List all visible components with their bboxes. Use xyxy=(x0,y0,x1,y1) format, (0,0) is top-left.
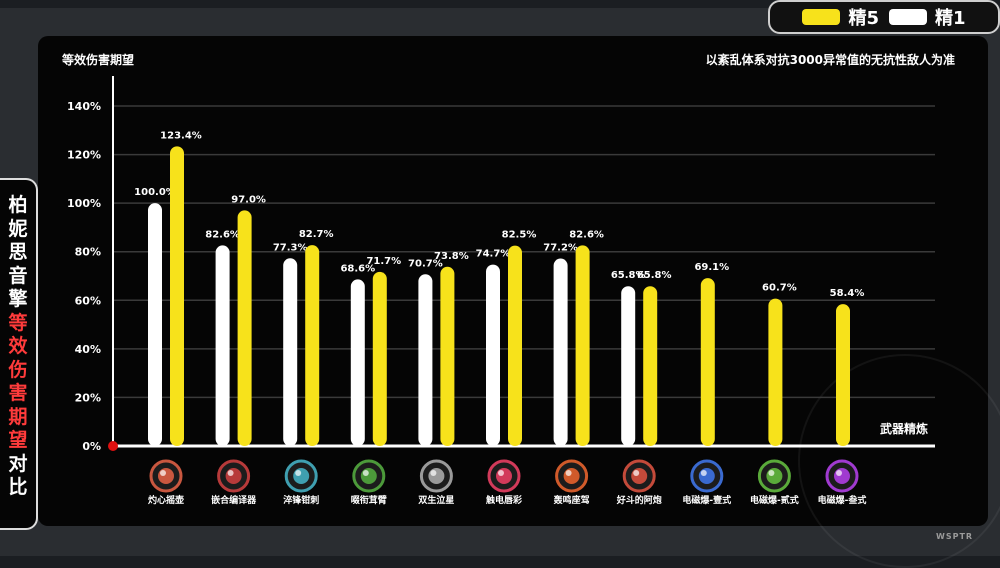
data-label-refine-1: 70.7% xyxy=(408,258,443,269)
bar-refine-5 xyxy=(768,298,783,446)
origin-dot xyxy=(108,441,118,451)
twin-star-icon xyxy=(419,459,453,493)
bar-refine-1 xyxy=(621,286,636,446)
x-tick-label: 双生泣星 xyxy=(418,494,454,506)
bar-refine-5 xyxy=(700,278,715,446)
emp-3-icon xyxy=(825,459,859,493)
bar-refine-5 xyxy=(440,266,455,446)
legend-label: 精1 xyxy=(935,8,966,29)
side-title-segment: 柏妮思音擎 xyxy=(8,194,28,310)
data-label-refine-5: 82.6% xyxy=(569,229,604,240)
emp-1-icon xyxy=(690,459,724,493)
bar-refine-5 xyxy=(237,210,252,446)
compiler-icon xyxy=(217,459,251,493)
side-title-segment: 对比 xyxy=(8,452,28,499)
legend-item: 精5 xyxy=(802,4,879,30)
data-label-refine-1: 100.0% xyxy=(134,187,176,198)
y-tick-label: 140% xyxy=(67,100,101,113)
brand-mark: WSPTR xyxy=(936,532,974,541)
data-label-refine-5: 58.4% xyxy=(830,288,865,299)
data-label-refine-5: 82.7% xyxy=(299,229,334,240)
bar-refine-1 xyxy=(215,245,230,446)
y-tick-label: 60% xyxy=(75,294,101,307)
data-label-refine-1: 68.6% xyxy=(340,263,375,274)
lipstick-icon xyxy=(487,459,521,493)
bar-refine-5 xyxy=(508,245,522,446)
y-tick-label: 40% xyxy=(75,343,101,356)
bar-refine-5 xyxy=(575,245,590,446)
data-label-refine-5: 60.7% xyxy=(762,283,797,294)
cannon-icon xyxy=(622,459,656,493)
bar-refine-1 xyxy=(553,258,568,446)
x-tick-label: 灼心摇壶 xyxy=(148,494,184,506)
legend-item: 精1 xyxy=(889,4,966,30)
bar-refine-5 xyxy=(836,304,850,446)
x-axis-title: 武器精炼 xyxy=(880,421,928,436)
data-label-refine-5: 71.7% xyxy=(366,256,401,267)
side-title-segment: 等效伤害期望 xyxy=(8,311,28,452)
y-tick-label: 120% xyxy=(67,149,101,162)
bar-refine-1 xyxy=(283,258,298,446)
bar-chart: 0% 20% 40% 60% 80% 100% 120% 140% 等效伤害期望 以紊乱体系对抗3… xyxy=(61,52,955,506)
data-label-refine-1: 77.2% xyxy=(543,243,578,254)
y-tick-label: 0% xyxy=(82,440,101,453)
data-label-refine-5: 65.8% xyxy=(637,270,672,281)
claw-icon xyxy=(284,459,318,493)
bar-refine-1 xyxy=(350,279,365,446)
data-label-refine-1: 74.7% xyxy=(476,249,511,260)
legend: 精5 精1 xyxy=(768,0,1000,34)
bar-refine-5 xyxy=(170,146,184,447)
data-label-refine-1: 82.6% xyxy=(205,229,240,240)
x-tick-label: 好斗的阿炮 xyxy=(616,494,662,506)
y-axis-title: 等效伤害期望 xyxy=(61,52,134,67)
rattle-icon xyxy=(149,459,183,493)
x-tick-label: 电磁爆-贰式 xyxy=(750,494,799,506)
legend-label: 精5 xyxy=(848,8,879,29)
x-tick-label: 电磁爆-叁式 xyxy=(818,494,867,506)
side-title: 柏妮思音擎等效伤害期望对比 xyxy=(0,178,38,530)
y-tick-label: 100% xyxy=(67,197,101,210)
data-label-refine-1: 77.3% xyxy=(273,242,308,253)
x-tick-label: 电磁爆-壹式 xyxy=(682,494,731,506)
data-label-refine-5: 123.4% xyxy=(160,130,202,141)
legend-swatch xyxy=(889,9,927,25)
emp-2-icon xyxy=(757,459,791,493)
bar-refine-1 xyxy=(486,264,500,446)
engine-icon xyxy=(555,459,589,493)
bar-refine-5 xyxy=(643,286,658,446)
x-tick-label: 淬锋钳刺 xyxy=(283,494,319,506)
bar-refine-1 xyxy=(148,203,162,446)
x-tick-label: 嵌合编译器 xyxy=(211,494,257,506)
data-label-refine-5: 82.5% xyxy=(502,230,537,241)
chart-subtitle: 以紊乱体系对抗3000异常值的无抗性敌人为准 xyxy=(706,52,955,67)
y-tick-label: 20% xyxy=(75,391,101,404)
y-tick-label: 80% xyxy=(75,246,101,259)
x-tick-label: 轰鸣座驾 xyxy=(553,494,590,506)
data-label-refine-5: 73.8% xyxy=(434,251,469,262)
x-tick-label: 啜衔茸臂 xyxy=(351,494,387,506)
legend-swatch xyxy=(802,9,841,25)
bar-refine-5 xyxy=(372,271,387,446)
x-tick-label: 触电唇彩 xyxy=(485,494,522,506)
plant-icon xyxy=(352,459,386,493)
data-label-refine-1: 65.8% xyxy=(611,270,646,281)
data-label-refine-5: 97.0% xyxy=(231,194,266,205)
bar-refine-1 xyxy=(418,274,433,446)
data-label-refine-5: 69.1% xyxy=(694,262,729,273)
bar-refine-5 xyxy=(305,245,320,446)
